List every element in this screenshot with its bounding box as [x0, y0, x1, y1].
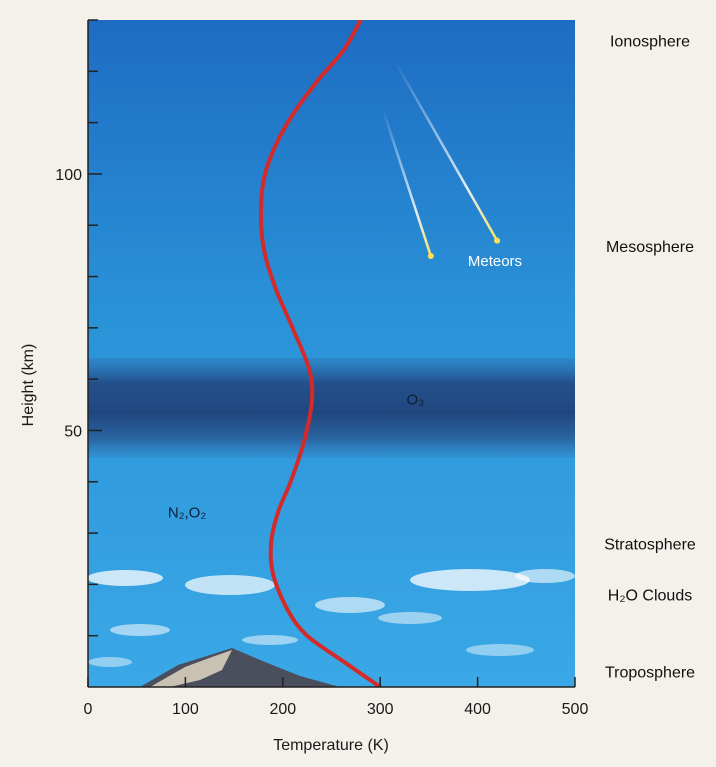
x-tick-label: 400	[464, 701, 491, 718]
x-tick-label: 0	[84, 701, 93, 718]
meteor-trail-1	[393, 59, 499, 242]
x-tick-label: 300	[367, 701, 394, 718]
x-axis-title: Temperature (K)	[273, 737, 389, 754]
temperature-profile-line	[259, 20, 383, 687]
meteor-trails	[380, 59, 501, 260]
x-tick-label: 100	[172, 701, 199, 718]
chart-annotations: Meteors O₃ N₂,O₂	[168, 253, 522, 521]
layer-label: H₂O Clouds	[608, 588, 692, 605]
x-axis-ticks	[87, 677, 576, 687]
x-tick-label: 200	[269, 701, 296, 718]
y-tick-label: 100	[55, 167, 82, 184]
plot-area	[88, 20, 575, 687]
x-axis: 0 100 200 300 400 500	[84, 677, 589, 718]
y-tick-label: 50	[64, 423, 82, 440]
meteor-head-1	[494, 237, 501, 244]
ozone-layer-band	[88, 358, 575, 458]
layer-label: Mesosphere	[606, 239, 694, 256]
x-tick-label: 500	[562, 701, 589, 718]
meteor-trail-2	[380, 105, 433, 258]
mountain-snow	[150, 650, 232, 687]
layer-label: Troposphere	[605, 665, 695, 682]
y-axis-title: Height (km)	[20, 344, 37, 427]
atmosphere-layer-labels: Ionosphere Mesosphere Stratosphere H₂O Clou…	[604, 34, 696, 682]
layer-label: Ionosphere	[610, 34, 690, 51]
y-axis-ticks	[88, 19, 102, 637]
x-axis-tick-labels: 0 100 200 300 400 500	[84, 701, 589, 718]
y-axis-tick-labels: 50 100	[55, 167, 82, 441]
annotation-label: N₂,O₂	[168, 505, 206, 522]
cloud-band	[88, 569, 575, 667]
meteor-head-2	[427, 253, 434, 260]
layer-label: Stratosphere	[604, 536, 696, 553]
annotation-label: Meteors	[468, 253, 522, 270]
y-axis: 50 100	[55, 19, 102, 687]
annotation-label: O₃	[406, 392, 424, 409]
